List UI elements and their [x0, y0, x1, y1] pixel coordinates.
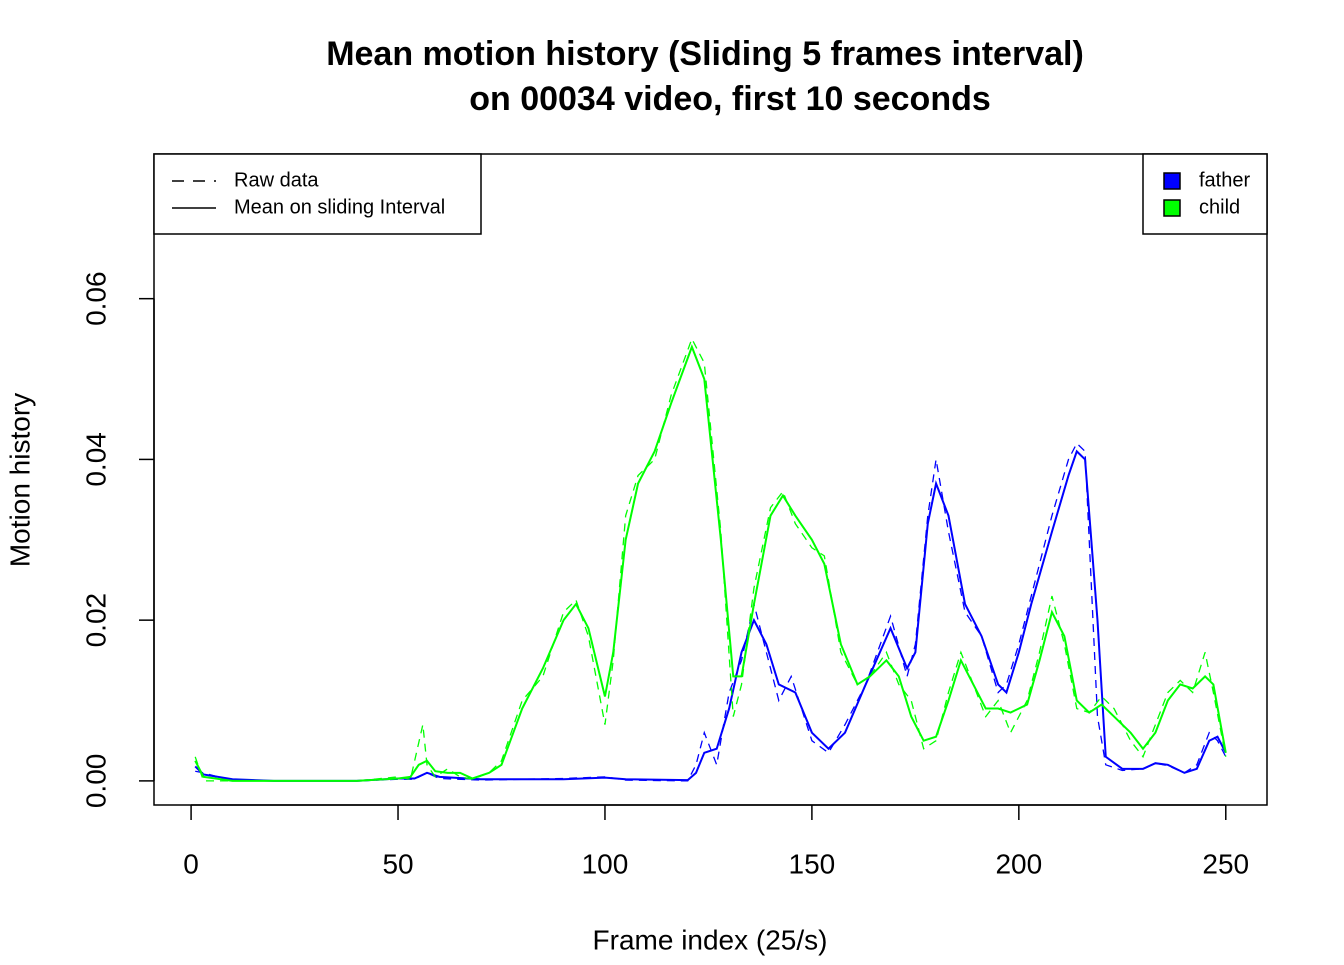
chart-subtitle: on 00034 video, first 10 seconds: [469, 80, 991, 118]
raw-line: [195, 442, 1227, 782]
y-tick-label: 0.04: [80, 432, 111, 487]
y-tick-label: 0.00: [80, 754, 111, 809]
x-tick-label: 250: [1202, 848, 1249, 879]
plot-frame: [153, 153, 1268, 806]
y-axis-label: Motion history: [4, 393, 35, 567]
x-tick-label: 150: [789, 848, 836, 879]
legend-box: [153, 153, 482, 235]
y-tick-label: 0.02: [80, 593, 111, 648]
legend-label: father: [1199, 169, 1250, 191]
chart-title: Mean motion history (Sliding 5 frames in…: [326, 35, 1084, 73]
raw-line: [194, 337, 1227, 782]
x-axis-label: Frame index (25/s): [593, 924, 828, 955]
legend-label: Mean on sliding Interval: [234, 196, 445, 218]
x-tick-label: 50: [382, 848, 413, 879]
mean-line: [194, 344, 1227, 782]
legend-box: [1142, 153, 1268, 235]
legend-label: child: [1199, 196, 1240, 218]
x-tick-label: 100: [582, 848, 629, 879]
legend-swatch: [1163, 199, 1181, 217]
x-tick-label: 0: [183, 848, 199, 879]
y-tick-label: 0.06: [80, 271, 111, 326]
mean-line: [194, 449, 1227, 782]
legend-label: Raw data: [234, 169, 319, 191]
legend-swatch: [1163, 172, 1181, 190]
x-tick-label: 200: [995, 848, 1042, 879]
